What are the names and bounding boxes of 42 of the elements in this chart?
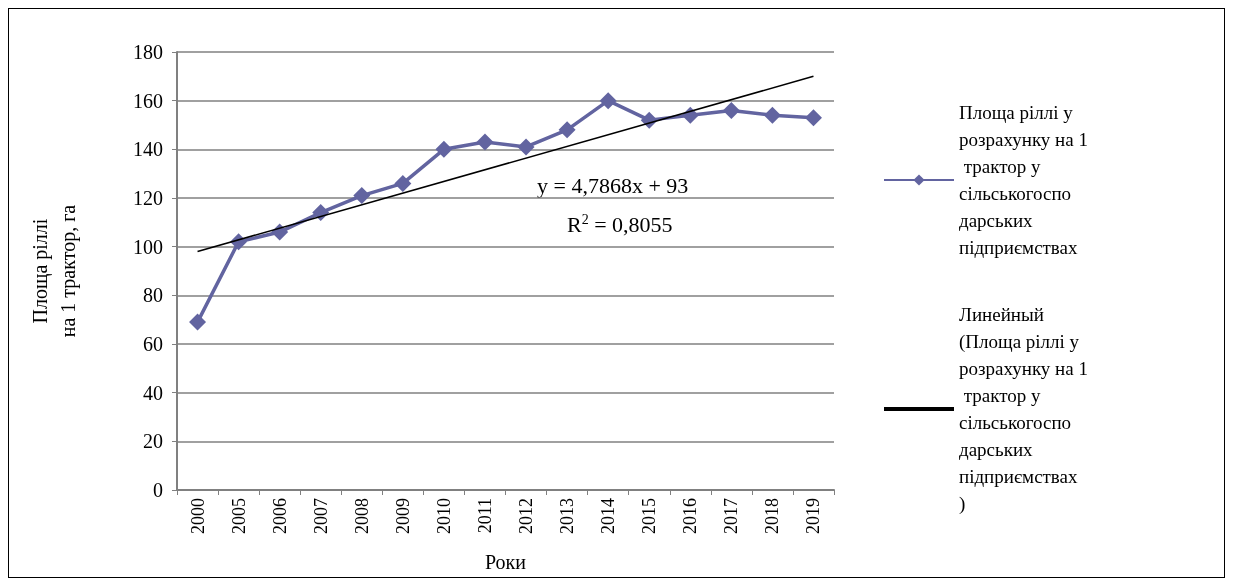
legend-label: Линейный (Площа ріллі у розрахунку на 1 трактор у сільськогосподарських підприємствах) — [959, 304, 1088, 515]
y-tick-label: 160 — [133, 89, 163, 112]
point — [189, 313, 207, 331]
point — [435, 140, 453, 158]
y-tick-label: 140 — [133, 138, 163, 161]
x-tick-label: 2018 — [762, 498, 783, 534]
y-tick-label: 60 — [143, 333, 163, 355]
point — [722, 101, 740, 119]
x-tick-label: 2011 — [474, 498, 495, 534]
x-tick-label: 2017 — [721, 498, 742, 534]
annotation: y = 4,7868x + 93 — [537, 172, 689, 198]
x-axis-title: Роки — [484, 551, 527, 573]
y-axis-title: Площа ріллі на 1 трактор, га — [29, 204, 80, 338]
x-tick-label: 2016 — [680, 498, 701, 534]
point — [517, 138, 535, 156]
y-tick-label: 120 — [133, 187, 163, 209]
x-tick-label: 2008 — [351, 498, 372, 534]
x-tick-label: 2007 — [310, 498, 331, 534]
x-tick-label: 2019 — [803, 498, 824, 534]
x-tick-label: 2009 — [392, 498, 413, 534]
point — [476, 133, 494, 151]
y-tick-label: 0 — [153, 479, 163, 501]
point — [763, 106, 781, 124]
y-tick-label: 20 — [143, 430, 163, 453]
x-tick-label: 2006 — [269, 498, 290, 534]
x-tick-label: 2014 — [598, 498, 619, 534]
x-tick-label: 2000 — [187, 498, 208, 534]
y-tick-label: 100 — [133, 235, 163, 258]
x-tick-label: 2015 — [639, 498, 660, 534]
x-tick-label: 2010 — [433, 498, 454, 534]
legend-label: Площа ріллі у розрахунку на 1 трактор у сільськогосподарських підприємствах — [959, 102, 1088, 258]
point — [558, 121, 576, 139]
point — [353, 187, 371, 205]
y-tick-label: 180 — [133, 41, 163, 63]
x-tick-label: 2012 — [516, 498, 537, 534]
point — [394, 174, 412, 192]
point — [804, 109, 822, 127]
y-tick-label: 80 — [143, 284, 163, 307]
x-tick-label: 2005 — [228, 498, 249, 534]
point — [599, 92, 617, 110]
y-tick-label: 40 — [143, 381, 163, 404]
x-tick-label: 2013 — [557, 498, 578, 534]
